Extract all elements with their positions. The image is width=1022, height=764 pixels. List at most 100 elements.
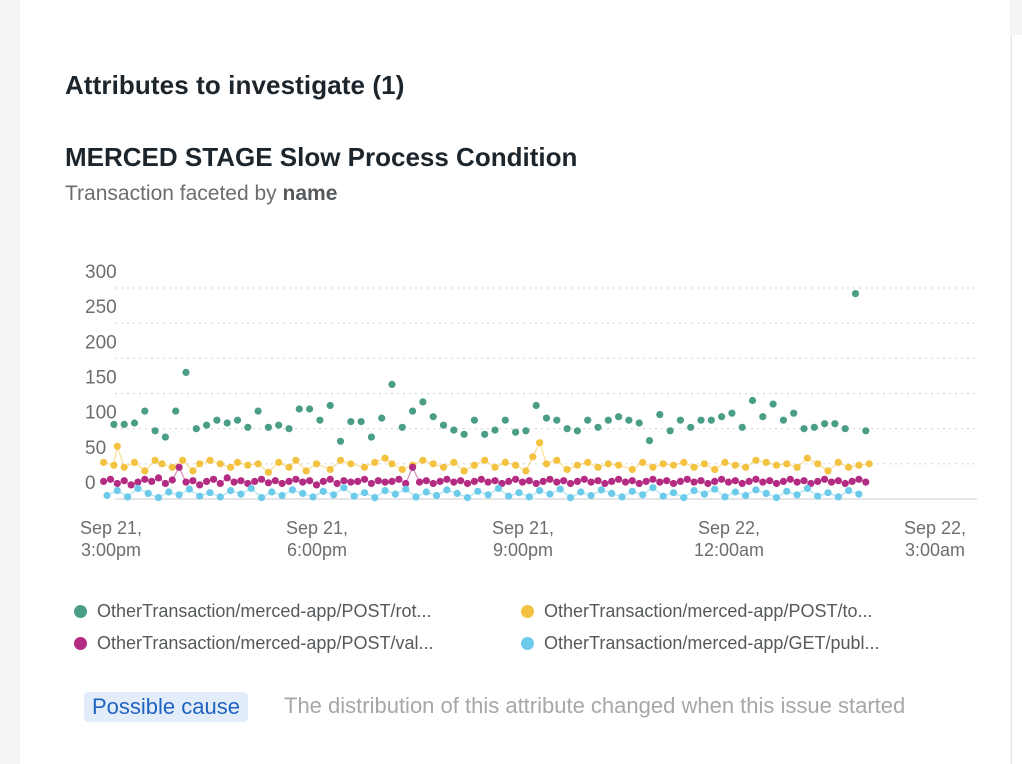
point-s2-59[interactable] <box>505 477 513 485</box>
point-s1-29[interactable] <box>381 454 389 462</box>
point-s3-41[interactable] <box>525 493 533 501</box>
point-s2-17[interactable] <box>216 479 224 488</box>
point-s1-21[interactable] <box>292 456 300 464</box>
point-s1-24[interactable] <box>326 465 334 474</box>
point-s1-19[interactable] <box>275 458 283 466</box>
point-s1-25[interactable] <box>336 456 345 464</box>
point-s0-45[interactable] <box>573 427 581 435</box>
point-s0-48[interactable] <box>604 416 612 424</box>
point-s3-48[interactable] <box>597 486 606 494</box>
point-s2-108[interactable] <box>841 479 849 488</box>
point-s1-50[interactable] <box>584 458 592 466</box>
point-s2-91[interactable] <box>724 478 733 486</box>
point-s2-106[interactable] <box>827 478 836 486</box>
point-s0-9[interactable] <box>203 421 211 429</box>
point-s1-77[interactable] <box>865 460 873 468</box>
point-s1-7[interactable] <box>158 460 166 468</box>
point-s2-107[interactable] <box>834 477 842 485</box>
point-s1-31[interactable] <box>398 465 406 474</box>
point-s1-39[interactable] <box>481 456 489 464</box>
point-s1-30[interactable] <box>388 460 396 468</box>
point-s0-32[interactable] <box>439 421 448 429</box>
point-s3-51[interactable] <box>628 487 636 495</box>
point-s3-57[interactable] <box>690 487 698 495</box>
legend-item-1[interactable]: OtherTransaction/merced-app/POST/to... <box>521 598 872 624</box>
point-s1-8[interactable] <box>168 463 176 471</box>
point-s2-97[interactable] <box>766 477 774 485</box>
point-s3-6[interactable] <box>165 488 173 496</box>
point-s1-76[interactable] <box>855 461 863 469</box>
point-s0-55[interactable] <box>676 416 685 424</box>
point-s2-31[interactable] <box>312 481 321 489</box>
point-s3-5[interactable] <box>154 494 163 502</box>
point-s1-43[interactable] <box>522 467 530 475</box>
point-s1-2[interactable] <box>113 442 121 450</box>
point-s0-51[interactable] <box>635 419 643 427</box>
point-s1-69[interactable] <box>783 460 791 468</box>
point-s0-33[interactable] <box>450 426 458 434</box>
point-s1-48[interactable] <box>563 465 571 474</box>
point-s3-55[interactable] <box>669 489 678 497</box>
point-s1-66[interactable] <box>752 456 760 464</box>
point-s3-42[interactable] <box>536 487 544 495</box>
point-s2-28[interactable] <box>292 475 300 483</box>
point-s3-2[interactable] <box>124 493 132 501</box>
point-s3-24[interactable] <box>350 492 358 500</box>
point-s0-43[interactable] <box>553 416 561 424</box>
point-s2-48[interactable] <box>429 479 437 488</box>
point-s0-67[interactable] <box>800 425 808 433</box>
point-s2-98[interactable] <box>772 479 781 488</box>
point-s3-44[interactable] <box>556 485 564 493</box>
point-s2-37[interactable] <box>354 477 362 485</box>
point-s2-89[interactable] <box>711 477 719 485</box>
point-s3-4[interactable] <box>144 489 152 497</box>
point-s2-104[interactable] <box>814 477 822 485</box>
point-s0-70[interactable] <box>831 420 839 428</box>
point-s2-84[interactable] <box>676 477 685 485</box>
point-s1-47[interactable] <box>553 456 561 464</box>
point-s0-24[interactable] <box>357 418 365 426</box>
point-s3-34[interactable] <box>453 489 461 497</box>
point-s1-42[interactable] <box>512 461 520 469</box>
point-s1-17[interactable] <box>254 460 262 468</box>
point-s0-13[interactable] <box>244 423 252 431</box>
point-s1-20[interactable] <box>285 463 293 471</box>
point-s2-43[interactable] <box>395 475 403 483</box>
point-s2-74[interactable] <box>608 477 616 485</box>
point-s3-43[interactable] <box>546 490 554 498</box>
point-s2-87[interactable] <box>697 477 705 485</box>
point-s1-45[interactable] <box>536 439 544 447</box>
point-s2-49[interactable] <box>436 477 444 485</box>
point-s2-85[interactable] <box>683 475 691 483</box>
point-s1-41[interactable] <box>501 458 509 466</box>
point-s2-53[interactable] <box>463 479 472 488</box>
point-s0-26[interactable] <box>378 414 386 422</box>
point-s0-30[interactable] <box>419 398 427 406</box>
point-s2-71[interactable] <box>587 478 595 486</box>
point-s0-36[interactable] <box>481 430 489 438</box>
point-s1-1[interactable] <box>110 461 118 469</box>
point-s2-19[interactable] <box>230 478 238 486</box>
point-s2-10[interactable] <box>168 476 176 484</box>
point-s3-7[interactable] <box>175 491 183 499</box>
point-s1-35[interactable] <box>439 463 448 471</box>
point-s1-22[interactable] <box>302 467 310 475</box>
point-s0-27[interactable] <box>388 380 396 388</box>
point-s1-16[interactable] <box>244 461 252 469</box>
point-s2-29[interactable] <box>299 478 307 486</box>
point-s2-62[interactable] <box>525 477 533 485</box>
point-s3-16[interactable] <box>268 488 276 496</box>
point-s2-30[interactable] <box>306 477 314 485</box>
point-s2-57[interactable] <box>491 477 499 485</box>
point-s2-42[interactable] <box>388 477 396 485</box>
point-s2-51[interactable] <box>450 478 458 486</box>
point-s0-22[interactable] <box>336 437 345 445</box>
point-s2-38[interactable] <box>360 475 369 483</box>
point-s3-23[interactable] <box>340 484 348 492</box>
point-s2-3[interactable] <box>120 477 128 485</box>
point-s2-76[interactable] <box>621 478 630 486</box>
point-s2-110[interactable] <box>855 475 863 483</box>
point-s1-37[interactable] <box>460 467 468 475</box>
point-s0-2[interactable] <box>130 419 139 427</box>
point-s2-77[interactable] <box>628 477 636 485</box>
